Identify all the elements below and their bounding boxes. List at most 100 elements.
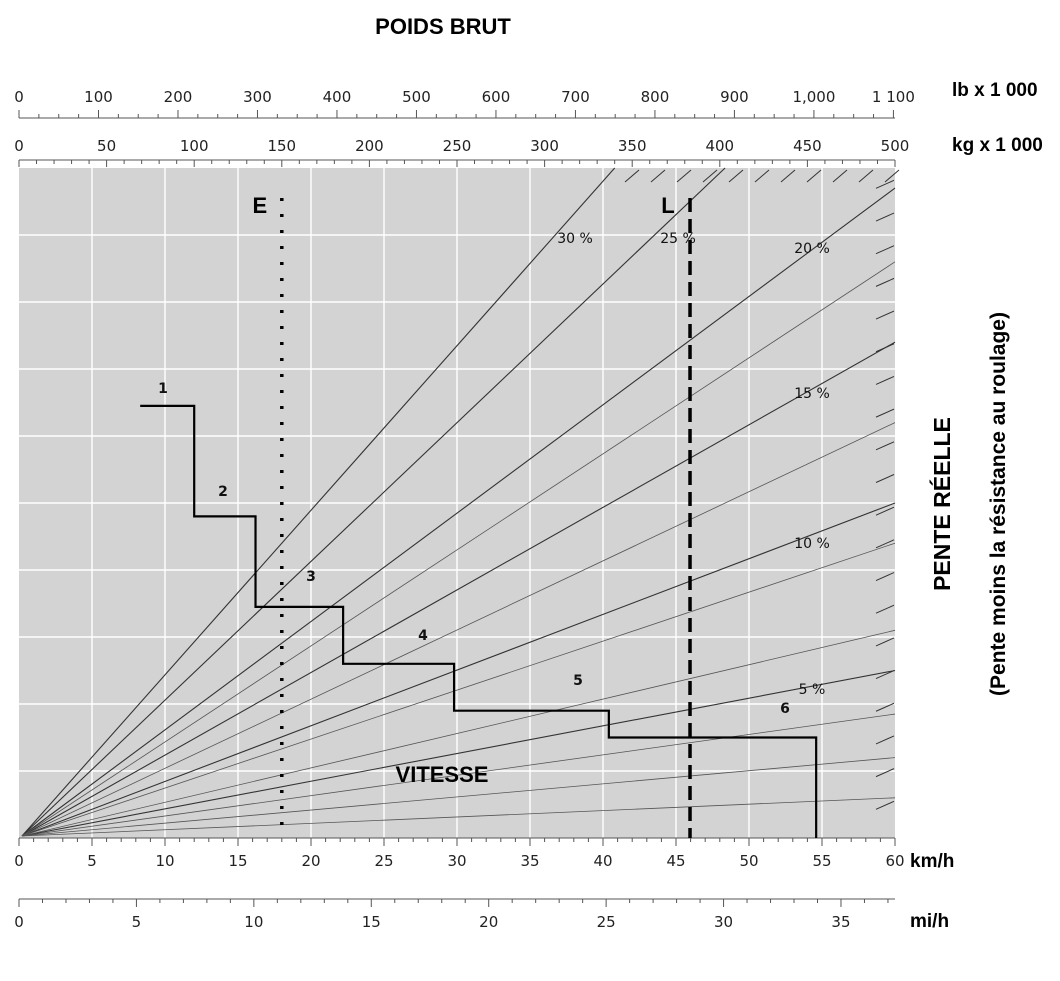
gear-step-label: 4 (418, 628, 428, 644)
lb-tick-label: 1 100 (872, 88, 915, 106)
edge-hatch (875, 343, 895, 353)
kg-tick-label: 100 (180, 137, 209, 155)
kmh-tick-label: 20 (301, 852, 320, 870)
kg-tick-label: 0 (14, 137, 24, 155)
kmh-tick-label: 10 (155, 852, 174, 870)
grade-guide-line (21, 797, 896, 837)
edge-hatch (754, 169, 770, 183)
grade-guide-line (21, 757, 896, 837)
edge-hatch (875, 735, 895, 745)
edge-hatch (875, 375, 895, 385)
mih-tick-label: 20 (479, 913, 498, 931)
top-axes: 0 100 200 300 400 500 600 700 800 900 1,000 1 100 0 5… (14, 88, 915, 167)
grade-line (21, 167, 726, 837)
right-edge-ticks (624, 169, 900, 810)
grade-line-label: 20 % (794, 241, 830, 257)
edge-hatch (875, 768, 895, 778)
kmh-tick-label: 15 (228, 852, 247, 870)
kmh-tick-label: 25 (374, 852, 393, 870)
edge-hatch (875, 310, 895, 320)
kmh-tick-label: 50 (739, 852, 758, 870)
grade-line (21, 502, 896, 837)
edge-hatch (676, 169, 692, 183)
gear-step-label: 1 (158, 381, 168, 397)
grade-line-label: 10 % (794, 536, 830, 552)
grade-guide-line (21, 713, 896, 837)
edge-hatch (875, 702, 895, 712)
grade-line-label: 25 % (660, 231, 696, 247)
mih-tick-label: 30 (714, 913, 733, 931)
edge-hatch (875, 441, 895, 451)
edge-hatch (884, 169, 900, 183)
unit-lb: lb x 1 000 (952, 80, 1038, 101)
grade-guide-line (21, 261, 896, 837)
kmh-tick-label: 0 (14, 852, 24, 870)
edge-hatch (875, 474, 895, 483)
edge-hatch (875, 539, 895, 549)
edge-hatch (650, 169, 666, 183)
grid (19, 168, 895, 838)
grade-guide-line (21, 542, 896, 837)
kg-tick-label: 300 (530, 137, 559, 155)
gear-step-label: 3 (306, 569, 316, 585)
grade-guide-line (21, 422, 896, 837)
bottom-axes: 0 5 10 15 20 25 30 35 40 45 50 55 60 0 5 10 15 20 25 30 35 (14, 837, 905, 931)
unit-kg: kg x 1 000 (952, 135, 1043, 156)
edge-hatch (806, 169, 822, 183)
unit-mih: mi/h (910, 911, 949, 932)
mih-tick-label: 35 (831, 913, 850, 931)
edge-hatch (875, 212, 895, 222)
edge-hatch (858, 169, 874, 183)
kg-tick-label: 450 (793, 137, 822, 155)
lb-tick-label: 300 (243, 88, 272, 106)
lb-tick-label: 700 (561, 88, 590, 106)
mih-tick-label: 25 (597, 913, 616, 931)
kmh-tick-label: 30 (447, 852, 466, 870)
lb-tick-label: 100 (84, 88, 113, 106)
kmh-tick-label: 5 (87, 852, 97, 870)
gear-step-label: 6 (780, 701, 790, 717)
edge-hatch (875, 604, 895, 614)
lb-tick-label: 1,000 (792, 88, 835, 106)
edge-hatch (624, 169, 640, 183)
grade-line (21, 341, 896, 837)
lb-tick-label: 200 (164, 88, 193, 106)
chart-title: POIDS BRUT (375, 14, 511, 39)
edge-hatch (780, 169, 796, 183)
edge-hatch (875, 506, 895, 516)
kg-tick-label: 350 (618, 137, 647, 155)
edge-hatch (728, 169, 744, 183)
kmh-tick-label: 60 (885, 852, 904, 870)
edge-hatch (875, 670, 895, 680)
gear-step-label: 5 (573, 673, 583, 689)
edge-hatch (875, 572, 895, 581)
y-axis-sublabel: (Pente moins la résistance au roulage) (987, 312, 1010, 696)
kmh-tick-label: 35 (520, 852, 539, 870)
unit-kmh: km/h (910, 851, 954, 872)
mih-tick-label: 10 (244, 913, 263, 931)
grade-lines: 30 % 25 % 20 % 15 % 10 % 5 % (21, 167, 896, 837)
kg-tick-label: 200 (355, 137, 384, 155)
kg-tick-label: 150 (267, 137, 296, 155)
mih-tick-label: 5 (132, 913, 142, 931)
edge-hatch (875, 245, 895, 255)
kmh-tick-label: 55 (812, 852, 831, 870)
y-axis-label: PENTE RÉELLE (928, 417, 955, 591)
gear-step-label: 2 (218, 484, 228, 500)
grade-line-label: 30 % (557, 231, 593, 247)
lb-tick-label: 600 (482, 88, 511, 106)
lb-tick-label: 500 (402, 88, 431, 106)
grade-line-label: 5 % (799, 682, 826, 698)
grade-line-label: 15 % (794, 386, 830, 402)
edge-hatch (875, 408, 895, 418)
edge-hatch (875, 800, 895, 810)
mih-tick-label: 15 (362, 913, 381, 931)
lb-tick-label: 800 (641, 88, 670, 106)
edge-hatch (875, 637, 895, 647)
kg-tick-label: 50 (97, 137, 116, 155)
x-axis-label: VITESSE (396, 762, 489, 787)
grade-guide-line (21, 629, 896, 837)
kg-tick-label: 400 (705, 137, 734, 155)
